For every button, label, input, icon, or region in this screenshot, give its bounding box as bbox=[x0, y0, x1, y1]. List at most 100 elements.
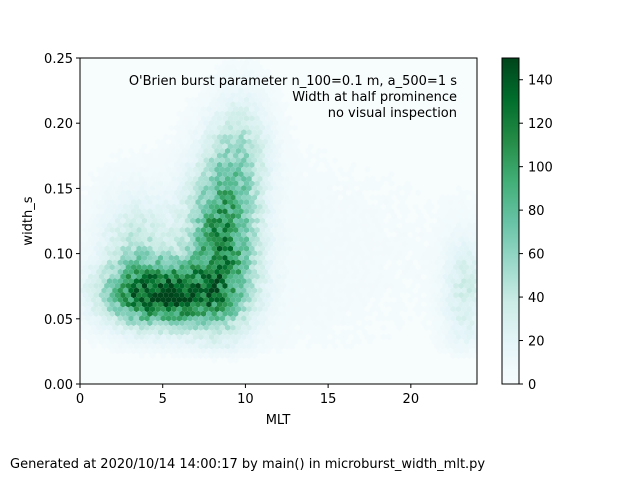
hexbin-cell bbox=[136, 226, 142, 234]
hexbin-cell bbox=[184, 292, 191, 299]
hexbin-cell bbox=[356, 254, 362, 262]
hexbin-cell bbox=[88, 329, 94, 336]
hexbin-cell bbox=[173, 208, 180, 215]
hexbin-cell bbox=[85, 315, 91, 322]
hexbin-cell bbox=[471, 231, 477, 238]
hexbin-cell bbox=[101, 175, 107, 182]
y-tick-label: 0.05 bbox=[44, 313, 73, 328]
hexbin-cell bbox=[259, 254, 266, 262]
hexbin-cell bbox=[343, 194, 349, 201]
hexbin-cell bbox=[469, 226, 475, 234]
hexbin-cell bbox=[184, 115, 191, 122]
hexbin-cell bbox=[249, 152, 255, 159]
hexbin-cell bbox=[353, 259, 360, 266]
hexbin-cell bbox=[273, 259, 279, 266]
hexbin-cell bbox=[155, 259, 161, 266]
hexbin-cell bbox=[310, 194, 317, 201]
hexbin-cell bbox=[216, 96, 223, 103]
hexbin-cell bbox=[200, 226, 207, 234]
hexbin-cell bbox=[289, 296, 295, 303]
hexbin-cell bbox=[160, 147, 166, 155]
hexbin-cell bbox=[474, 255, 477, 261]
hexbin-cell bbox=[249, 133, 255, 141]
hexbin-cell bbox=[418, 222, 424, 229]
hexbin-cell bbox=[192, 352, 199, 359]
hexbin-cell bbox=[214, 324, 220, 331]
hexbin-cell bbox=[359, 259, 365, 266]
hexbin-cell bbox=[246, 231, 252, 238]
hexbin-cell bbox=[372, 254, 378, 262]
hexbin-cell bbox=[157, 301, 164, 308]
hexbin-cell bbox=[281, 301, 287, 308]
hexbin-cell bbox=[171, 166, 177, 173]
hexbin-cell bbox=[109, 292, 115, 299]
hexbin-cell bbox=[75, 287, 80, 293]
hexbin-cell bbox=[332, 287, 338, 294]
hexbin-cell bbox=[262, 138, 268, 145]
hexbin-cell bbox=[139, 296, 145, 303]
hexbin-cell bbox=[96, 333, 102, 341]
hexbin-cell bbox=[176, 203, 183, 210]
hexbin-cell bbox=[474, 236, 477, 243]
hexbin-cell bbox=[265, 68, 271, 76]
hexbin-cell bbox=[324, 217, 330, 224]
hexbin-cell bbox=[278, 92, 285, 99]
hexbin-cell bbox=[259, 245, 266, 252]
hexbin-cell bbox=[241, 185, 247, 192]
hexbin-cell bbox=[434, 324, 440, 331]
hexbin-cell bbox=[329, 282, 336, 289]
hexbin-cell bbox=[195, 106, 201, 113]
hexbin-cell bbox=[233, 106, 239, 113]
hexbin-cell bbox=[326, 268, 333, 275]
hexbin-cell bbox=[259, 226, 266, 234]
hexbin-cell bbox=[198, 324, 204, 331]
hexbin-cell bbox=[386, 315, 392, 322]
hexbin-cell bbox=[254, 217, 260, 224]
hexbin-cell bbox=[171, 268, 177, 275]
hexbin-cell bbox=[461, 203, 467, 210]
y-tick-label: 0.25 bbox=[44, 52, 73, 67]
hexbin-cell bbox=[297, 189, 303, 196]
hexbin-cell bbox=[308, 152, 314, 159]
hexbin-cell bbox=[206, 199, 212, 206]
hexbin-cell bbox=[208, 166, 215, 173]
hexbin-cell bbox=[429, 222, 435, 229]
hexbin-cell bbox=[144, 175, 150, 182]
hexbin-cell bbox=[171, 296, 177, 303]
hexbin-cell bbox=[96, 166, 102, 173]
hexbin-cell bbox=[203, 250, 209, 257]
hexbin-cell bbox=[348, 166, 354, 173]
hexbin-cell bbox=[249, 236, 255, 243]
plot-area bbox=[75, 57, 478, 385]
hexbin-cell bbox=[251, 92, 258, 99]
hexbin-cell bbox=[259, 106, 266, 113]
hexbin-cell bbox=[128, 157, 134, 164]
hexbin-cell bbox=[431, 301, 438, 308]
hexbin-cell bbox=[254, 199, 260, 206]
hexbin-cell bbox=[152, 161, 158, 169]
hexbin-cell bbox=[471, 306, 477, 313]
hexbin-cell bbox=[251, 296, 258, 303]
hexbin-cell bbox=[251, 250, 258, 257]
hexbin-cell bbox=[267, 82, 274, 89]
hexbin-cell bbox=[292, 189, 298, 196]
hexbin-cell bbox=[200, 124, 207, 131]
hexbin-cell bbox=[208, 129, 215, 136]
y-tick-label: 0.20 bbox=[44, 117, 73, 132]
hexbin-cell bbox=[313, 301, 319, 308]
hexbin-cell bbox=[378, 199, 384, 206]
plot-frame bbox=[79, 57, 478, 385]
hexbin-cell bbox=[187, 203, 193, 210]
hexbin-cell bbox=[101, 222, 107, 229]
hexbin-cell bbox=[380, 315, 387, 322]
hexbin-cell bbox=[122, 166, 129, 173]
hexbin-cell bbox=[125, 329, 132, 336]
hexbin-cell bbox=[203, 231, 209, 238]
hexbin-cell bbox=[155, 147, 161, 155]
hexbin-cell bbox=[238, 68, 244, 76]
hexbin-cell bbox=[262, 185, 268, 192]
hexbin-cell bbox=[198, 110, 204, 117]
hexbin-cell bbox=[208, 278, 215, 285]
hexbin-cell bbox=[227, 199, 234, 206]
hexbin-cell bbox=[259, 217, 266, 224]
